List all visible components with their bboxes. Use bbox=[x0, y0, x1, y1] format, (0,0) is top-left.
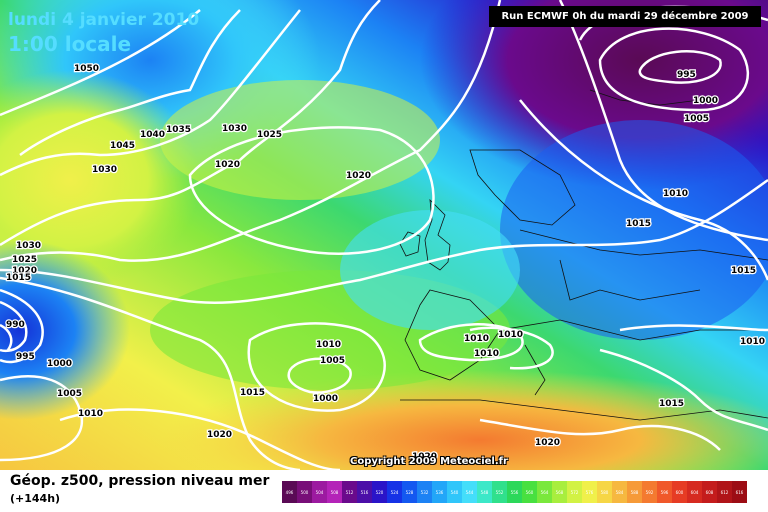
model-run-label: Run ECMWF 0h du mardi 29 décembre 2009 bbox=[489, 6, 761, 27]
isobar-label: 995 bbox=[16, 352, 35, 362]
scale-swatch: 552 bbox=[492, 481, 507, 503]
isobar-label: 995 bbox=[677, 70, 696, 80]
isobar-label: 1050 bbox=[74, 64, 99, 74]
isobar-label: 990 bbox=[6, 320, 25, 330]
isobar-label: 1020 bbox=[346, 171, 371, 181]
isobar-label: 1030 bbox=[16, 241, 41, 251]
color-scale: 496 500 504 508 512 516 520 524 528 532 536 540 544 5… bbox=[282, 481, 747, 503]
scale-swatch: 616 bbox=[732, 481, 747, 503]
copyright-text: Copyright 2009 Meteociel.fr bbox=[350, 456, 508, 467]
scale-swatch: 500 bbox=[297, 481, 312, 503]
isobar-label: 1015 bbox=[659, 399, 684, 409]
isobar-label: 1030 bbox=[222, 124, 247, 134]
isobar-label: 1030 bbox=[92, 165, 117, 175]
scale-swatch: 520 bbox=[372, 481, 387, 503]
isobar-label: 1010 bbox=[316, 340, 341, 350]
coastlines bbox=[399, 89, 768, 421]
isobar-label: 1005 bbox=[57, 389, 82, 399]
scale-swatch: 496 bbox=[282, 481, 297, 503]
forecast-offset: (+144h) bbox=[10, 492, 61, 505]
forecast-time: 1:00 locale bbox=[8, 32, 132, 56]
isobar-label: 1040 bbox=[140, 130, 165, 140]
isobar-label: 1015 bbox=[731, 266, 756, 276]
scale-swatch: 612 bbox=[717, 481, 732, 503]
scale-swatch: 528 bbox=[402, 481, 417, 503]
isobar-label: 1000 bbox=[313, 394, 338, 404]
isobars bbox=[0, 0, 768, 470]
scale-swatch: 600 bbox=[672, 481, 687, 503]
isobar-label: 1025 bbox=[257, 130, 282, 140]
scale-swatch: 540 bbox=[447, 481, 462, 503]
isobar-label: 1010 bbox=[663, 189, 688, 199]
legend-bar: Géop. z500, pression niveau mer (+144h) … bbox=[0, 470, 768, 512]
scale-swatch: 548 bbox=[477, 481, 492, 503]
scale-swatch: 560 bbox=[522, 481, 537, 503]
isobar-label: 1015 bbox=[240, 388, 265, 398]
isobar-label: 1015 bbox=[626, 219, 651, 229]
scale-swatch: 516 bbox=[357, 481, 372, 503]
isobar-label: 1010 bbox=[464, 334, 489, 344]
scale-swatch: 576 bbox=[582, 481, 597, 503]
isobar-label: 1010 bbox=[498, 330, 523, 340]
isobar-label: 1025 bbox=[12, 255, 37, 265]
isobar-label: 1015 bbox=[6, 273, 31, 283]
scale-swatch: 592 bbox=[642, 481, 657, 503]
scale-swatch: 508 bbox=[327, 481, 342, 503]
scale-swatch: 556 bbox=[507, 481, 522, 503]
scale-swatch: 608 bbox=[702, 481, 717, 503]
scale-swatch: 596 bbox=[657, 481, 672, 503]
isobar-label: 1010 bbox=[78, 409, 103, 419]
forecast-date: lundi 4 janvier 2010 bbox=[8, 10, 200, 30]
isobar-label: 1000 bbox=[693, 96, 718, 106]
scale-swatch: 536 bbox=[432, 481, 447, 503]
isobar-label: 1020 bbox=[535, 438, 560, 448]
scale-swatch: 568 bbox=[552, 481, 567, 503]
isobar-labels: 1050 1045 1040 1035 1030 1025 1020 1030 … bbox=[5, 63, 767, 464]
scale-swatch: 504 bbox=[312, 481, 327, 503]
scale-swatch: 580 bbox=[597, 481, 612, 503]
isobar-label: 1005 bbox=[320, 356, 345, 366]
isobar-label: 1000 bbox=[47, 359, 72, 369]
isobar-label: 1035 bbox=[166, 125, 191, 135]
weather-map: 1050 1045 1040 1035 1030 1025 1020 1030 … bbox=[0, 0, 768, 470]
isobar-label: 1010 bbox=[740, 337, 765, 347]
scale-swatch: 584 bbox=[612, 481, 627, 503]
scale-swatch: 532 bbox=[417, 481, 432, 503]
isobar-label: 1020 bbox=[12, 266, 37, 276]
map-canvas: 1050 1045 1040 1035 1030 1025 1020 1030 … bbox=[0, 0, 768, 470]
scale-swatch: 544 bbox=[462, 481, 477, 503]
isobar-label: 1020 bbox=[412, 452, 437, 462]
legend-title: Géop. z500, pression niveau mer bbox=[10, 473, 270, 489]
isobar-label: 1020 bbox=[215, 160, 240, 170]
isobar-label: 1020 bbox=[207, 430, 232, 440]
scale-swatch: 588 bbox=[627, 481, 642, 503]
scale-swatch: 572 bbox=[567, 481, 582, 503]
isobar-label: 1045 bbox=[110, 141, 135, 151]
scale-swatch: 604 bbox=[687, 481, 702, 503]
scale-swatch: 564 bbox=[537, 481, 552, 503]
isobar-label: 1005 bbox=[684, 114, 709, 124]
scale-swatch: 524 bbox=[387, 481, 402, 503]
isobar-label: 1010 bbox=[474, 349, 499, 359]
scale-swatch: 512 bbox=[342, 481, 357, 503]
